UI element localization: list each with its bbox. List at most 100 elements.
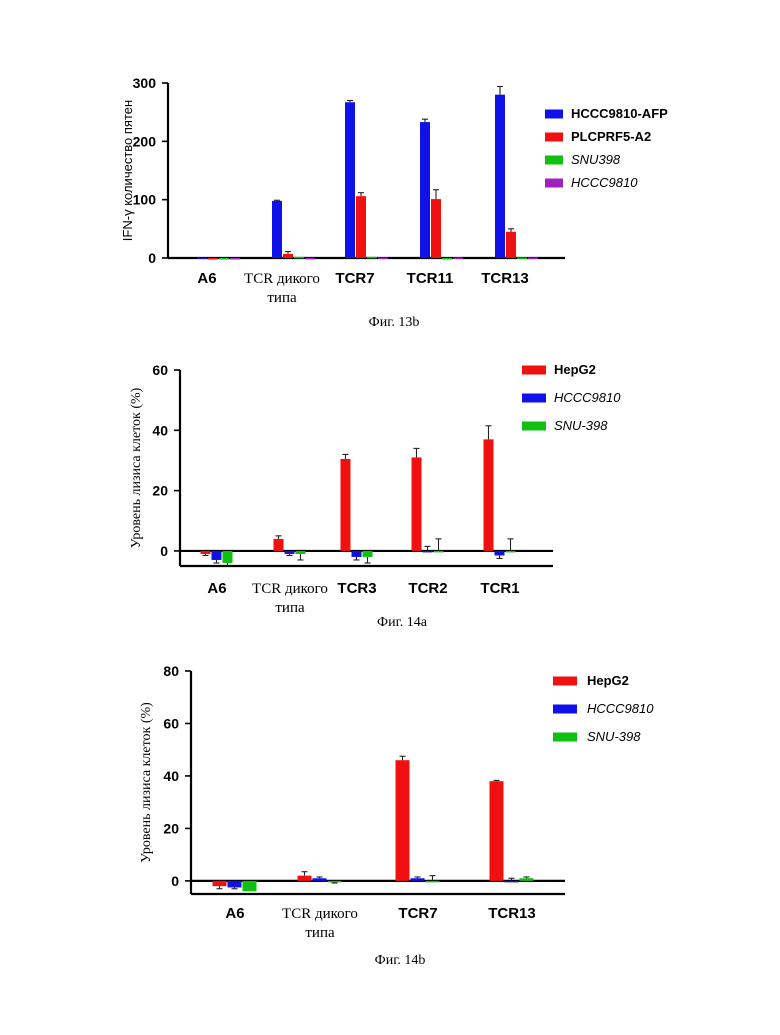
legend-label: HepG2 [554, 362, 596, 377]
x-tick-label: TCR дикого [282, 906, 358, 922]
bar-hepg2 [274, 539, 284, 551]
legend-swatch [545, 110, 563, 119]
y-tick-label: 80 [163, 663, 179, 679]
bar-snu398 [442, 258, 452, 260]
bar-hepg2 [213, 881, 227, 886]
chart-3: 0 20 40 60 80 Уровень лизиса клеток (%) A6 TCR … [139, 663, 654, 968]
x-tick-label: A6 [225, 905, 244, 922]
chart-2: 0204060Уровень лизиса клеток (%)A6TCR ди… [129, 362, 621, 630]
x-tick-label: TCR3 [337, 580, 376, 597]
y-tick-label: 300 [133, 75, 157, 91]
legend-swatch [522, 366, 546, 375]
bar-hccc9810-afp [495, 95, 505, 258]
legend-swatch [545, 179, 563, 188]
legend-label: HCCC9810-AFP [571, 106, 668, 121]
bar-snu-398 [426, 881, 440, 883]
x-tick-label: TCR13 [488, 905, 536, 922]
bar-plcprf5-a2 [283, 254, 293, 258]
x-tick-label: типа [267, 290, 297, 306]
bar-hccc9810 [505, 881, 519, 883]
bar-snu-398 [243, 881, 257, 891]
chart-1: 0100200300IFN-γ количество пятенA6TCR ди… [120, 75, 668, 330]
bar-plcprf5-a2 [431, 199, 441, 258]
bar-snu-398 [434, 551, 444, 553]
bar-hccc9810 [285, 551, 295, 554]
bar-hccc9810 [423, 551, 433, 553]
bar-snu-398 [520, 878, 534, 881]
y-tick-label: 0 [148, 250, 156, 266]
bar-hccc9810-afp [420, 122, 430, 258]
y-tick-label: 20 [152, 483, 168, 499]
bar-plcprf5-a2 [506, 232, 516, 258]
legend-label: HepG2 [587, 673, 629, 688]
legend-swatch [522, 394, 546, 403]
x-tick-label: TCR дикого [252, 581, 328, 597]
bar-snu398 [367, 257, 377, 259]
legend-swatch [522, 422, 546, 431]
x-tick-label: TCR7 [335, 270, 374, 287]
y-tick-label: 40 [163, 768, 179, 784]
bar-plcprf5-a2 [356, 196, 366, 258]
y-tick-label: 200 [133, 133, 157, 149]
legend-swatch [553, 705, 577, 714]
bar-hepg2 [201, 551, 211, 554]
bar-hccc9810 [378, 257, 388, 259]
y-tick-label: 20 [163, 820, 179, 836]
x-tick-label: TCR13 [481, 270, 529, 287]
legend-label: HCCC9810 [587, 701, 654, 716]
x-tick-label: TCR7 [398, 905, 437, 922]
bar-hccc9810 [528, 257, 538, 259]
legend-label: HCCC9810 [554, 390, 621, 405]
bar-hccc9810 [305, 258, 315, 260]
bar-hccc9810-afp [272, 201, 282, 258]
x-tick-label: A6 [207, 580, 226, 597]
bar-hccc9810-afp [197, 257, 207, 259]
x-tick-label: TCR1 [480, 580, 519, 597]
bar-snu-398 [296, 551, 306, 554]
x-tick-label: TCR2 [408, 580, 447, 597]
figure-caption: Фиг. 13b [369, 315, 420, 330]
x-tick-label: A6 [197, 270, 216, 287]
y-axis-label: Уровень лизиса клеток (%) [139, 702, 154, 863]
bar-hccc9810 [495, 551, 505, 556]
bar-hepg2 [341, 459, 351, 551]
bar-hccc9810 [230, 258, 240, 260]
bar-snu-398 [506, 551, 516, 553]
bar-hepg2 [396, 760, 410, 881]
legend-swatch [553, 677, 577, 686]
bar-hccc9810 [228, 881, 242, 888]
x-tick-label: TCR дикого [244, 271, 320, 287]
x-tick-label: TCR11 [407, 270, 454, 287]
bar-hepg2 [412, 457, 422, 550]
y-tick-label: 0 [171, 873, 179, 889]
bar-snu-398 [363, 551, 373, 557]
bar-snu-398 [223, 551, 233, 563]
y-tick-label: 100 [133, 192, 157, 208]
bar-hccc9810 [352, 551, 362, 557]
y-tick-label: 0 [160, 543, 168, 559]
figure-caption: Фиг. 14a [377, 615, 428, 630]
x-tick-label: типа [275, 600, 305, 616]
bar-hepg2 [298, 876, 312, 881]
legend-label: SNU-398 [554, 418, 608, 433]
figure-caption: Фиг. 14b [375, 953, 426, 968]
bar-hepg2 [490, 781, 504, 881]
bar-hccc9810-afp [345, 102, 355, 258]
legend-label: PLCPRF5-A2 [571, 129, 651, 144]
y-tick-label: 40 [152, 422, 168, 438]
bar-snu-398 [328, 881, 342, 883]
bar-hepg2 [484, 439, 494, 551]
bar-snu398 [517, 257, 527, 259]
bar-plcprf5-a2 [208, 258, 218, 260]
bar-snu398 [294, 257, 304, 259]
bar-hccc9810 [212, 551, 222, 560]
legend-swatch [553, 733, 577, 742]
bar-hccc9810 [411, 878, 425, 881]
figure-page: 0100200300IFN-γ количество пятенA6TCR ди… [0, 0, 780, 1035]
legend-label: SNU-398 [587, 729, 641, 744]
y-axis-label: Уровень лизиса клеток (%) [129, 387, 144, 548]
y-tick-label: 60 [163, 715, 179, 731]
bar-snu398 [219, 258, 229, 260]
legend-swatch [545, 156, 563, 165]
legend-label: SNU398 [571, 152, 621, 167]
